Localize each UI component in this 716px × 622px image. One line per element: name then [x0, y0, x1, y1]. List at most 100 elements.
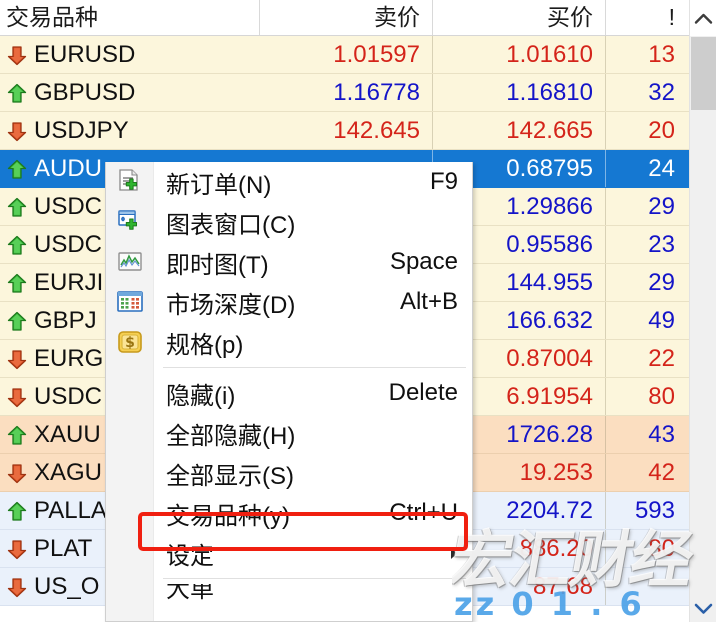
symbol-cell: USDC: [0, 378, 260, 415]
chevron-down-icon: [694, 602, 713, 620]
ask-price-cell: 142.645: [260, 112, 433, 149]
menu-item[interactable]: $ 规格(p): [106, 322, 472, 362]
arrow-up-icon: [7, 425, 27, 446]
bid-price-cell: 1.16810: [433, 74, 606, 111]
menu-item-label: 全部显示(S): [166, 462, 294, 490]
spread-cell: 24: [648, 155, 675, 182]
symbol-label: USDJPY: [34, 117, 129, 144]
symbol-label: EURUSD: [34, 41, 136, 68]
menu-item-label: 新订单(N): [166, 171, 272, 199]
spread-cell: [606, 568, 689, 605]
bid-price-cell: 0.95586: [433, 226, 606, 263]
vertical-scrollbar[interactable]: [689, 0, 716, 622]
menu-separator: [106, 362, 472, 373]
menu-item[interactable]: 全部隐藏(H): [106, 413, 472, 453]
symbol-label: PLAT: [34, 535, 93, 562]
bid-price-cell: 166.632: [433, 302, 606, 339]
column-header-spread[interactable]: !: [668, 4, 675, 30]
menu-item[interactable]: 交易品种(y) Ctrl+U: [106, 493, 472, 533]
menu-item-label: 交易品种(y): [166, 502, 290, 530]
bid-price-cell: 0.87004: [433, 340, 606, 377]
table-row[interactable]: USDJPY 142.645 142.665 20: [0, 112, 689, 150]
bid-price-cell: 2204.72: [433, 492, 606, 529]
menu-item-accelerator: Ctrl+U: [389, 499, 458, 526]
symbol-cell: PALLA: [0, 492, 260, 529]
symbol-cell: US_O: [0, 568, 260, 605]
symbol-cell: EURUSD: [0, 36, 260, 73]
arrow-down-icon: [7, 349, 27, 370]
menu-item[interactable]: 全部显示(S): [106, 453, 472, 493]
spread-cell: 42: [648, 459, 675, 486]
symbol-label: XAUU: [34, 421, 101, 448]
spread-cell: 49: [648, 307, 675, 334]
menu-item[interactable]: 市场深度(D) Alt+B: [106, 282, 472, 322]
menu-item-label: 即时图(T): [166, 251, 269, 279]
arrow-down-icon: [7, 539, 27, 560]
table-row[interactable]: EURUSD 1.01597 1.01610 13: [0, 36, 689, 74]
menu-item-label: 全部隐藏(H): [166, 422, 296, 450]
menu-item[interactable]: 即时图(T) Space: [106, 242, 472, 282]
depth-of-market-icon: [114, 286, 146, 318]
bid-price-cell: 1726.28: [433, 416, 606, 453]
context-menu: 新订单(N) F9 图表窗口(C) 即时图(T) Space 市场深度(D) Alt+B $ 规…: [105, 162, 473, 622]
bid-price-cell: 1.29866: [433, 188, 606, 225]
symbol-cell: USDC: [0, 226, 260, 263]
scroll-down-button[interactable]: [690, 594, 716, 622]
symbol-cell: EURJI: [0, 264, 260, 301]
symbol-label: USDC: [34, 231, 103, 258]
menu-item-label: 规格(p): [166, 331, 244, 359]
symbol-cell: USDC: [0, 188, 260, 225]
spread-cell: 32: [648, 79, 675, 106]
menu-item[interactable]: 隐藏(i) Delete: [106, 373, 472, 413]
table-header-row: 交易品种 卖价 买价 !: [0, 0, 716, 36]
new-order-icon: [114, 166, 146, 198]
scrollbar-thumb[interactable]: [691, 37, 716, 110]
arrow-up-icon: [7, 311, 27, 332]
spread-cell: 43: [648, 421, 675, 448]
bid-price-cell: 886.20: [433, 530, 606, 567]
menu-item-accelerator: F9: [429, 168, 458, 195]
column-header-ask[interactable]: 卖价: [260, 0, 433, 35]
symbol-label: EURJI: [34, 269, 104, 296]
bid-price-cell: 6.91954: [433, 378, 606, 415]
menu-item[interactable]: 大单: [106, 584, 472, 606]
symbol-cell: EURG: [0, 340, 260, 377]
symbol-cell: GBPUSD: [0, 74, 260, 111]
table-row[interactable]: GBPUSD 1.16778 1.16810 32: [0, 74, 689, 112]
ask-price-cell: 1.01597: [260, 36, 433, 73]
menu-item[interactable]: 图表窗口(C): [106, 202, 472, 242]
chevron-up-icon: [694, 12, 713, 25]
arrow-up-icon: [7, 83, 27, 104]
symbol-label: EURG: [34, 345, 104, 372]
chart-window-icon: [114, 206, 146, 238]
spread-cell: 20: [648, 117, 675, 144]
scroll-up-button[interactable]: [690, 0, 716, 36]
bid-price-cell: 1.01610: [433, 36, 606, 73]
arrow-down-icon: [7, 45, 27, 66]
symbol-label: USDC: [34, 193, 103, 220]
arrow-down-icon: [7, 121, 27, 142]
column-header-symbol[interactable]: 交易品种: [0, 0, 260, 35]
tick-chart-icon: [114, 246, 146, 278]
arrow-up-icon: [7, 235, 27, 256]
bid-price-cell: 142.665: [433, 112, 606, 149]
symbol-label: GBPJ: [34, 307, 97, 334]
arrow-down-icon: [7, 387, 27, 408]
arrow-up-icon: [7, 273, 27, 294]
symbol-label: AUDU: [34, 155, 103, 182]
arrow-down-icon: [7, 577, 27, 598]
symbol-label: US_O: [34, 573, 100, 600]
bid-price-cell: 144.955: [433, 264, 606, 301]
column-header-bid[interactable]: 买价: [433, 0, 606, 35]
symbol-label: XAGU: [34, 459, 103, 486]
menu-item-accelerator: Space: [389, 248, 458, 275]
menu-item-label: 图表窗口(C): [166, 211, 296, 239]
menu-item-label: 市场深度(D): [166, 291, 296, 319]
symbol-label: PALLA: [34, 497, 107, 524]
menu-item[interactable]: 新订单(N) F9: [106, 162, 472, 202]
spread-cell: 80: [648, 535, 675, 562]
menu-item-accelerator: Delete: [388, 379, 458, 406]
menu-item[interactable]: 设定: [106, 533, 472, 573]
menu-item-label: 大单: [166, 584, 214, 603]
arrow-up-icon: [7, 159, 27, 180]
